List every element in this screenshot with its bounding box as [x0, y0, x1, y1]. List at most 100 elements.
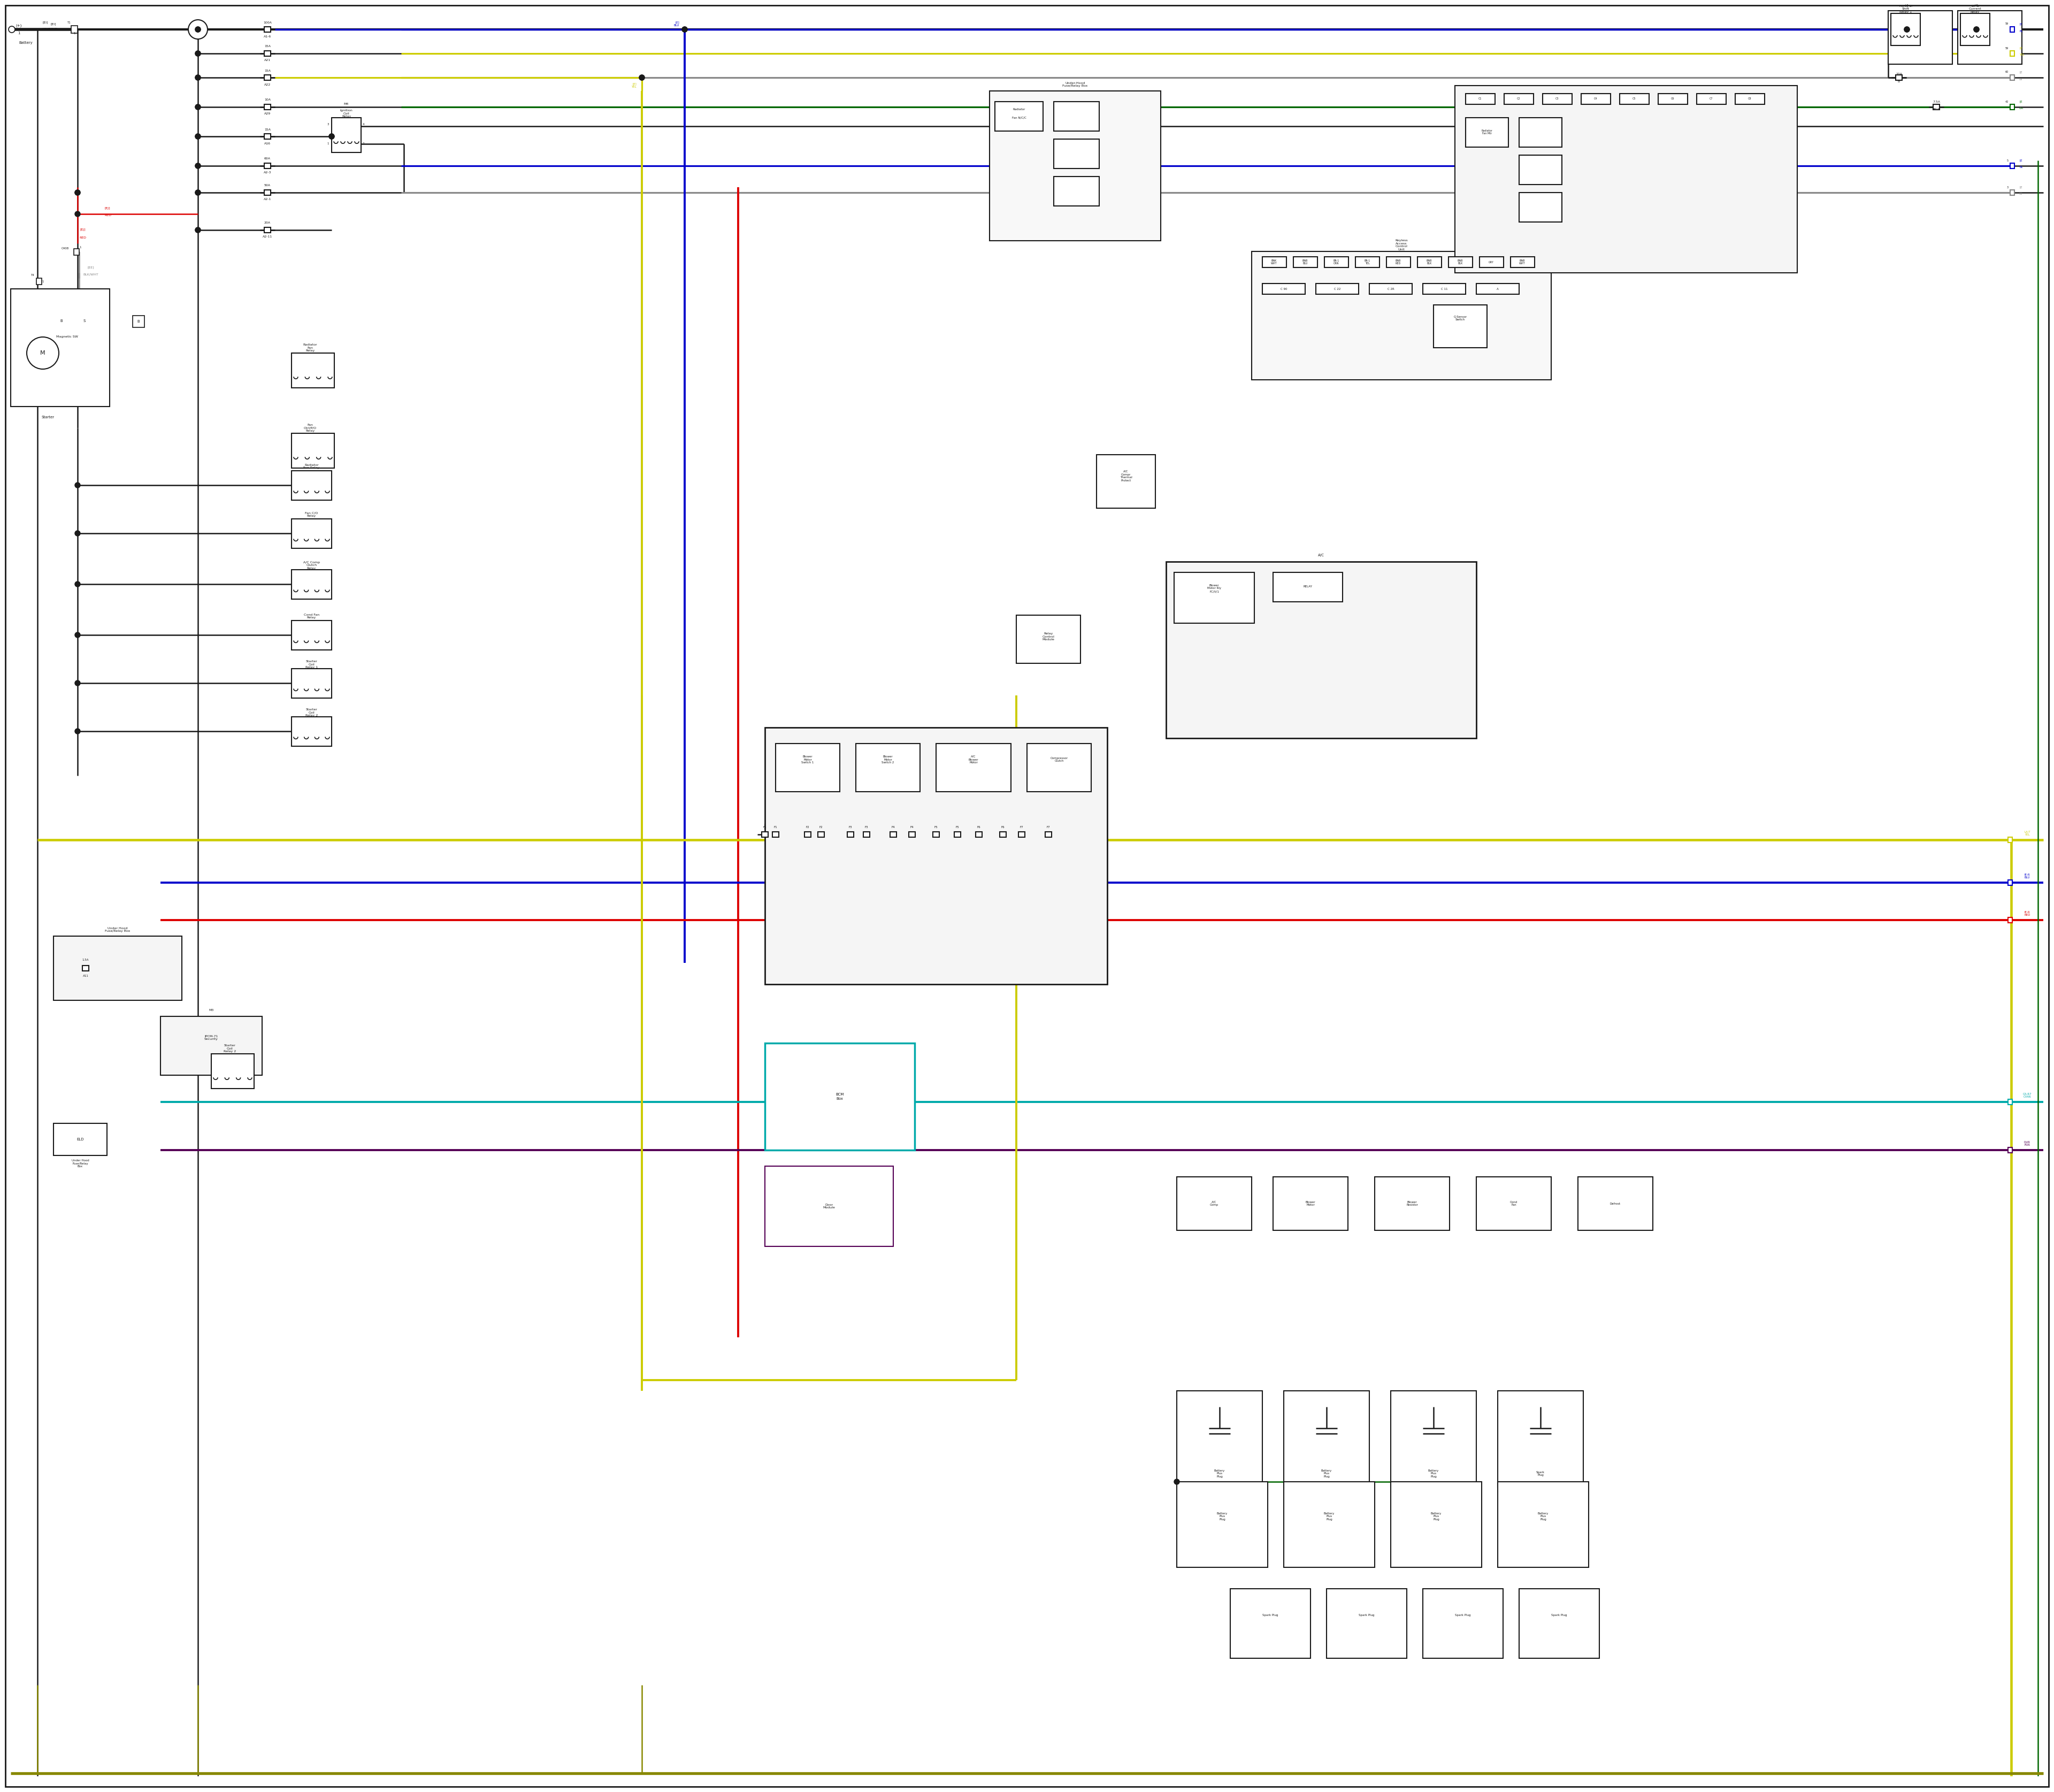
Text: WHT: WHT — [49, 29, 58, 30]
Bar — [1933, 104, 1939, 109]
Text: Relay
Control
Module: Relay Control Module — [1041, 633, 1054, 642]
Bar — [1327, 1590, 1407, 1658]
Text: Spark Plug: Spark Plug — [1454, 1615, 1471, 1616]
Circle shape — [195, 228, 201, 233]
Text: C 2R: C 2R — [1386, 287, 1395, 290]
Text: BNB
RED: BNB RED — [1395, 260, 1401, 265]
Text: A/C: A/C — [1319, 554, 1325, 557]
Bar — [1017, 615, 1080, 663]
Bar — [990, 91, 1161, 240]
Text: A29: A29 — [265, 113, 271, 115]
Bar — [857, 744, 920, 792]
Bar — [72, 25, 78, 34]
Text: C7: C7 — [1709, 97, 1713, 100]
Text: L5: L5 — [1974, 4, 1978, 7]
Text: PCAN-1I
Shift
Relay 1: PCAN-1I Shift Relay 1 — [1898, 5, 1912, 14]
Bar — [265, 75, 271, 81]
Bar — [1434, 305, 1487, 348]
Text: LA-T
YEL: LA-T YEL — [2023, 830, 2029, 837]
Bar — [1356, 256, 1380, 267]
Bar — [1497, 1391, 1584, 1487]
Circle shape — [195, 104, 201, 109]
Circle shape — [195, 104, 201, 109]
Bar — [1027, 744, 1091, 792]
Circle shape — [329, 134, 335, 140]
Bar — [292, 520, 331, 548]
Bar — [265, 190, 271, 195]
Text: C8: C8 — [1748, 97, 1752, 100]
Text: W: W — [2019, 194, 2023, 195]
Bar — [1504, 93, 1534, 104]
Bar — [1510, 256, 1534, 267]
Text: BL: BL — [2019, 30, 2023, 32]
Bar — [265, 134, 271, 140]
Bar — [1520, 118, 1561, 147]
Text: F3: F3 — [848, 826, 852, 828]
Bar — [53, 935, 183, 1000]
Bar — [74, 249, 80, 254]
Bar — [1019, 831, 1025, 837]
Bar — [292, 434, 335, 468]
Text: 100A: 100A — [263, 22, 271, 23]
Text: Battery
Plus
Plug: Battery Plus Plug — [1321, 1469, 1331, 1478]
Text: A2-1: A2-1 — [263, 199, 271, 201]
Circle shape — [1175, 1478, 1179, 1484]
Text: A11: A11 — [82, 975, 88, 978]
Bar — [10, 289, 109, 407]
Circle shape — [27, 337, 60, 369]
Text: M4: M4 — [343, 102, 349, 106]
Circle shape — [1904, 27, 1910, 32]
Text: [E: [E — [2019, 23, 2023, 25]
Text: F7: F7 — [1021, 826, 1023, 828]
Bar — [1284, 1482, 1374, 1568]
Text: 42: 42 — [2005, 100, 2009, 102]
Text: [EJ]: [EJ] — [105, 208, 111, 210]
Text: Spark Plug: Spark Plug — [1551, 1615, 1567, 1616]
Text: Cond Fan
Relay: Cond Fan Relay — [304, 613, 318, 618]
Text: F5: F5 — [955, 826, 959, 830]
Bar — [2011, 163, 2015, 168]
Text: Blower
Motor: Blower Motor — [1306, 1201, 1315, 1206]
Bar — [817, 831, 824, 837]
Text: RELAY: RELAY — [1304, 586, 1313, 588]
Bar — [265, 50, 271, 56]
Circle shape — [74, 530, 80, 536]
Text: [E: [E — [2019, 100, 2023, 102]
Bar — [1896, 75, 1902, 81]
Circle shape — [195, 27, 201, 32]
Text: Radiator
Fan Mtr: Radiator Fan Mtr — [1481, 129, 1493, 134]
Bar — [2009, 918, 2013, 923]
Text: BNB
WHT: BNB WHT — [1520, 260, 1526, 265]
Bar — [805, 831, 811, 837]
Bar — [265, 163, 271, 168]
Text: DUR
PUR: DUR PUR — [2023, 1142, 2031, 1147]
Text: C5: C5 — [1633, 97, 1635, 100]
Bar — [1423, 283, 1467, 294]
Text: ELD: ELD — [76, 1138, 84, 1142]
Text: 10A: 10A — [265, 99, 271, 102]
Text: 59: 59 — [2005, 23, 2009, 25]
Circle shape — [74, 190, 80, 195]
Bar — [265, 27, 271, 32]
Circle shape — [1974, 27, 1980, 32]
Text: 50A: 50A — [265, 185, 271, 186]
Circle shape — [1904, 27, 1910, 32]
Text: BNB
BLK: BNB BLK — [1425, 260, 1432, 265]
Bar — [1736, 93, 1764, 104]
Text: Starter
Coil
Relay 2: Starter Coil Relay 2 — [224, 1045, 236, 1054]
Circle shape — [74, 190, 80, 195]
Bar — [772, 831, 778, 837]
Bar — [1325, 256, 1349, 267]
Text: BC2: BC2 — [1933, 108, 1939, 111]
Text: Under Hood
Fuse/Relay
Box: Under Hood Fuse/Relay Box — [72, 1159, 88, 1168]
Text: F1: F1 — [764, 826, 766, 828]
Text: [E: [E — [2019, 72, 2023, 73]
Text: BR-1
TEL: BR-1 TEL — [1364, 260, 1370, 265]
Bar — [1520, 156, 1561, 185]
Text: Starter
Coil
Relay 1: Starter Coil Relay 1 — [306, 659, 318, 668]
Bar — [764, 728, 1107, 984]
Bar — [908, 831, 916, 837]
Text: YEL: YEL — [2019, 54, 2025, 56]
Bar — [292, 668, 331, 699]
Text: Compressor
Clutch: Compressor Clutch — [1050, 756, 1068, 762]
